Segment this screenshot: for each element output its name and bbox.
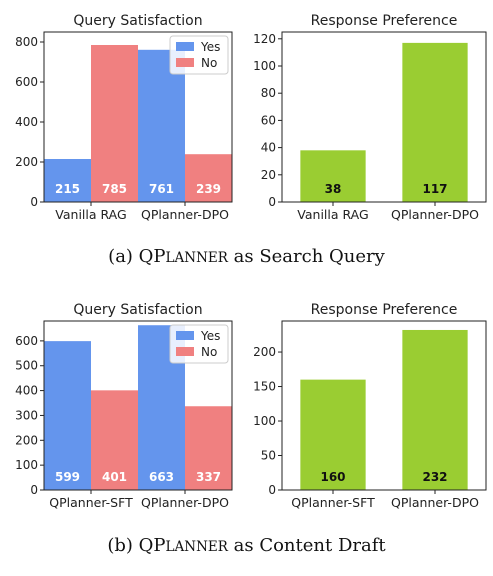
chart-4-bar-2 (402, 329, 468, 490)
chart-1-data-label-yes-2: 761 (149, 182, 174, 196)
caption-a-smallcaps: LANNER (165, 250, 228, 266)
chart-1-legend-label-no: No (201, 56, 217, 70)
chart-2-axes-frame (281, 31, 487, 203)
chart-4-x-tick-label-2: QPlanner-DPO (391, 495, 479, 510)
chart-1-y-tick-label-3: 400 (15, 115, 38, 129)
chart-3-legend-label-no: No (201, 345, 217, 359)
chart-1-legend-swatch-no (176, 58, 194, 67)
caption-a-suffix: as Search Query (227, 246, 385, 267)
chart-4-y-tick-label-1: 0 (268, 483, 276, 497)
chart-4-data-label-2: 232 (422, 470, 447, 484)
chart-3-y-tick-label-7: 600 (15, 334, 38, 348)
chart-3-y-tick-label-6: 500 (15, 359, 38, 373)
chart-4-data-label-1: 160 (320, 470, 345, 484)
chart-1-data-label-no-2: 239 (196, 182, 221, 196)
chart-2-y-tick-label-4: 60 (261, 113, 276, 127)
chart-3-legend-label-yes: Yes (200, 329, 220, 343)
chart-1-bar-no-2 (185, 154, 232, 202)
chart-1-bar-no-1 (91, 45, 138, 202)
chart-2-y-tick-label-1: 0 (268, 195, 276, 209)
chart-3-y-tick-label-3: 200 (15, 433, 38, 447)
chart-3-y-tick-label-5: 400 (15, 384, 38, 398)
chart-1-y-tick-label-4: 600 (15, 75, 38, 89)
chart-2-x-tick-label-1: Vanilla RAG (297, 207, 368, 222)
chart-1-y-tick-label-2: 200 (15, 155, 38, 169)
chart-1-bar-yes-2 (138, 49, 185, 202)
chart-3-bar-no-1 (91, 390, 138, 490)
caption-b-smallcaps: LANNER (165, 539, 228, 555)
chart-2-title: Response Preference (311, 13, 458, 29)
chart-1-data-label-no-1: 785 (102, 182, 127, 196)
chart-1-title: Query Satisfaction (73, 13, 202, 29)
chart-4-y-tick-label-3: 100 (253, 414, 276, 428)
chart-4-y-tick-label-4: 150 (253, 380, 276, 394)
chart-4-y-tick-label-2: 50 (261, 449, 276, 463)
chart-1-data-label-yes-1: 215 (55, 182, 80, 196)
chart-2-bar-1 (300, 150, 366, 202)
chart-1-y-tick-label-5: 800 (15, 35, 38, 49)
chart-2-y-tick-label-7: 120 (253, 32, 276, 46)
chart-2-y-tick-label-2: 20 (261, 168, 276, 182)
chart-4-title: Response Preference (311, 302, 458, 318)
chart-2-y-tick-label-6: 100 (253, 59, 276, 73)
chart-3-axes-frame (43, 320, 233, 491)
chart-4-axes-frame (281, 320, 487, 491)
chart-3-data-label-yes-2: 663 (149, 470, 174, 484)
chart-3-bar-yes-1 (44, 341, 91, 490)
chart-2-data-label-2: 117 (422, 182, 447, 196)
chart-1-bar-yes-1 (44, 159, 91, 202)
chart-1-x-tick-label-2: QPlanner-DPO (141, 207, 229, 222)
chart-1-legend-swatch-yes (176, 42, 194, 51)
chart-1-y-tick-label-1: 0 (30, 195, 38, 209)
chart-2-y-tick-label-3: 40 (261, 141, 276, 155)
chart-3-legend-swatch-yes (176, 331, 194, 340)
chart-3-data-label-no-1: 401 (102, 470, 127, 484)
chart-3-title: Query Satisfaction (73, 302, 202, 318)
chart-3-y-tick-label-1: 0 (30, 483, 38, 497)
chart-1-legend-label-yes: Yes (200, 40, 220, 54)
chart-3-data-label-no-2: 337 (196, 470, 221, 484)
caption-a: (a) QPLANNER as Search Query (0, 246, 493, 267)
chart-2-x-tick-label-2: QPlanner-DPO (391, 207, 479, 222)
chart-3-x-tick-label-2: QPlanner-DPO (141, 495, 229, 510)
chart-3-legend-swatch-no (176, 347, 194, 356)
chart-3-x-tick-label-1: QPlanner-SFT (49, 495, 133, 510)
chart-4-y-tick-label-5: 200 (253, 345, 276, 359)
chart-3-data-label-yes-1: 599 (55, 470, 80, 484)
chart-4-x-tick-label-1: QPlanner-SFT (291, 495, 375, 510)
chart-2-data-label-1: 38 (325, 182, 342, 196)
caption-b: (b) QPLANNER as Content Draft (0, 535, 493, 556)
chart-4-bar-1 (300, 379, 366, 490)
chart-2-y-tick-label-5: 80 (261, 86, 276, 100)
chart-3-bar-no-2 (185, 406, 232, 490)
chart-3-y-tick-label-2: 100 (15, 458, 38, 472)
caption-b-suffix: as Content Draft (227, 535, 386, 556)
chart-3-y-tick-label-4: 300 (15, 408, 38, 422)
chart-1-x-tick-label-1: Vanilla RAG (55, 207, 126, 222)
caption-a-prefix: (a) QP (108, 246, 166, 267)
chart-2-bar-2 (402, 42, 468, 202)
caption-b-prefix: (b) QP (107, 535, 166, 556)
chart-1-axes-frame (43, 31, 233, 203)
